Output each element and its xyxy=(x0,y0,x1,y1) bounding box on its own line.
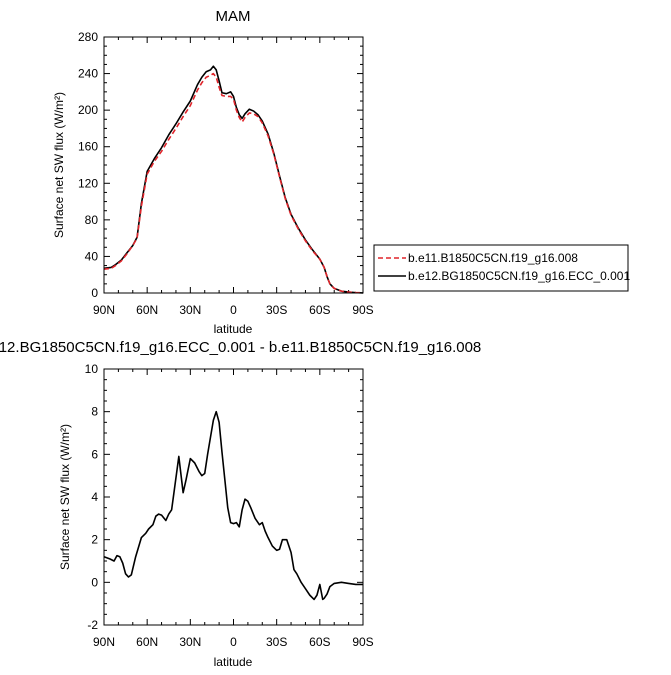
top-xtick-label: 90S xyxy=(352,303,373,317)
top-series-line-1 xyxy=(103,72,364,294)
top-xtick-label: 30N xyxy=(179,303,201,317)
bottom-chart-xlabel: latitude xyxy=(214,655,253,669)
bottom-chart-series xyxy=(103,410,363,601)
bottom-chart: 12.BG1850C5CN.f19_g16.ECC_0.001 - b.e11.… xyxy=(0,339,481,669)
bottom-ytick-label: 8 xyxy=(91,405,98,419)
top-chart-series xyxy=(103,65,364,294)
bottom-chart-ylabel: Surface net SW flux (W/m²) xyxy=(58,424,72,570)
top-ytick-label: 160 xyxy=(78,140,98,154)
bottom-ytick-label: -2 xyxy=(87,618,98,632)
bottom-ytick-label: 2 xyxy=(91,533,98,547)
top-chart-legend: b.e11.B1850C5CN.f19_g16.008 b.e12.BG1850… xyxy=(373,244,630,292)
bottom-xtick-label: 90N xyxy=(93,635,115,649)
top-xtick-label: 30S xyxy=(266,303,287,317)
top-xtick-label: 60S xyxy=(309,303,330,317)
bottom-ytick-label: 10 xyxy=(85,362,99,376)
bottom-ytick-label: 6 xyxy=(91,447,98,461)
top-chart-title: MAM xyxy=(216,8,251,25)
top-ytick-label: 40 xyxy=(85,249,99,263)
legend-label-series-1: b.e11.B1850C5CN.f19_g16.008 xyxy=(408,251,578,265)
top-ytick-label: 240 xyxy=(78,67,98,81)
top-series-line-2 xyxy=(103,65,364,294)
bottom-xtick-label: 60S xyxy=(309,635,330,649)
bottom-series-line-1 xyxy=(103,410,363,601)
top-chart: MAM 0 40 80 120 160 200 240 280 90N 60N 30N 0 30S 60S… xyxy=(52,8,630,336)
bottom-ytick-label: 0 xyxy=(91,575,98,589)
bottom-xtick-label: 60N xyxy=(136,635,158,649)
bottom-chart-title: 12.BG1850C5CN.f19_g16.ECC_0.001 - b.e11.… xyxy=(0,339,481,356)
top-xtick-label: 0 xyxy=(230,303,237,317)
top-ytick-label: 0 xyxy=(91,286,98,300)
bottom-chart-frame xyxy=(103,368,364,626)
top-ytick-label: 120 xyxy=(78,176,98,190)
top-ytick-label: 80 xyxy=(85,213,99,227)
bottom-xtick-label: 0 xyxy=(230,635,237,649)
bottom-xtick-label: 30N xyxy=(179,635,201,649)
legend-label-series-2: b.e12.BG1850C5CN.f19_g16.ECC_0.001 xyxy=(408,269,630,283)
top-chart-ticks: 0 40 80 120 160 200 240 280 90N 60N 30N 0 30S 60S 90S xyxy=(78,30,374,317)
top-ytick-label: 200 xyxy=(78,103,98,117)
top-chart-xlabel: latitude xyxy=(214,322,253,336)
bottom-chart-ticks: -2 0 2 4 6 8 10 90N 60N 30N 0 30S 60S 90S xyxy=(85,362,374,649)
top-chart-frame xyxy=(103,36,364,294)
top-ytick-label: 280 xyxy=(78,30,98,44)
top-chart-ylabel: Surface net SW flux (W/m²) xyxy=(52,92,66,238)
bottom-ytick-label: 4 xyxy=(91,490,98,504)
top-xtick-label: 90N xyxy=(93,303,115,317)
top-xtick-label: 60N xyxy=(136,303,158,317)
bottom-xtick-label: 90S xyxy=(352,635,373,649)
legend-box xyxy=(373,244,629,292)
bottom-xtick-label: 30S xyxy=(266,635,287,649)
